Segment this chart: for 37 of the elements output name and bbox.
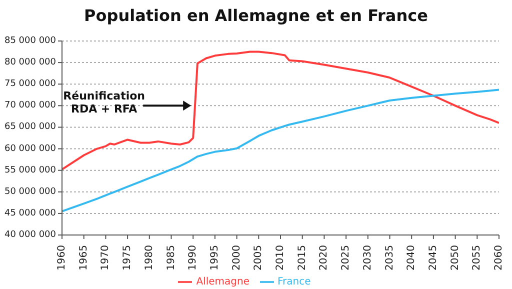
x-tick-label: 2045 (428, 245, 439, 270)
x-tick-label: 2060 (494, 245, 504, 270)
x-tick-label: 2015 (296, 245, 308, 270)
x-tick-label: 1985 (166, 245, 177, 270)
y-tick-label: 70 000 000 (4, 100, 56, 111)
x-tick-label: 2055 (472, 245, 483, 270)
x-tick-label: 2040 (406, 245, 418, 270)
x-tick-label: 1995 (209, 245, 220, 270)
x-tick-label: 2020 (318, 245, 330, 270)
x-tick-label: 2005 (253, 245, 264, 270)
y-tick-label: 40 000 000 (4, 230, 56, 240)
x-tick-label: 2035 (384, 245, 396, 270)
x-tick-label: 2050 (450, 245, 461, 270)
x-tick-label: 1960 (56, 245, 68, 270)
y-tick-label: 45 000 000 (4, 208, 56, 218)
x-tick-label: 1970 (100, 245, 112, 270)
x-tick-label: 2000 (231, 245, 242, 270)
line-series (62, 88, 499, 212)
x-tick-label: 2025 (340, 245, 352, 270)
x-tick-label: 2010 (275, 245, 286, 270)
y-tick-label: 85 000 000 (4, 36, 56, 46)
y-tick-label: 65 000 000 (4, 122, 56, 132)
x-tick-label: 1990 (188, 245, 199, 270)
y-tick-label: 55 000 000 (4, 165, 56, 176)
chart-title: Population en Allemagne et en France (83, 6, 429, 25)
annotation: Réunification RDA + RFA (63, 90, 146, 116)
y-tick-label: 60 000 000 (4, 144, 56, 154)
x-tick-label: 1975 (122, 245, 134, 270)
x-tick-label: 2030 (362, 245, 374, 270)
x-tick-label: 1980 (144, 245, 155, 270)
line-series (62, 50, 499, 170)
x-tick-label: 1965 (78, 245, 90, 270)
y-tick-label: 80 000 000 (4, 58, 56, 68)
y-tick-label: 75 000 000 (4, 79, 56, 90)
legend-label: Allemagne (196, 276, 250, 288)
y-tick-label: 50 000 000 (4, 186, 56, 197)
legend-label: France (278, 276, 311, 288)
